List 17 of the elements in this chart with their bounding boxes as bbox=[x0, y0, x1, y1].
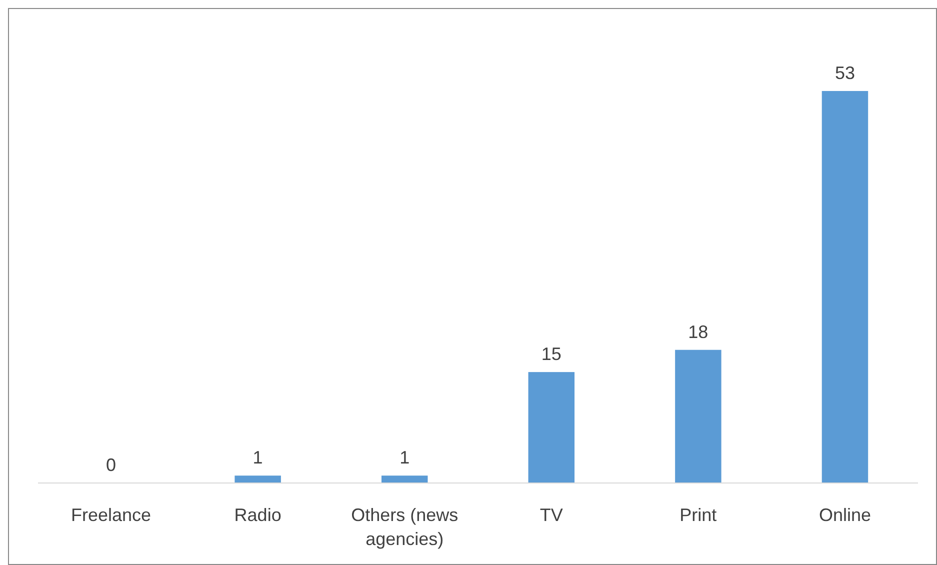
x-tick-label: Freelance bbox=[71, 505, 152, 525]
bar bbox=[234, 476, 281, 483]
bar bbox=[822, 91, 868, 483]
x-tick-label: Others (news agencies) bbox=[351, 505, 458, 549]
x-tick-label: Online bbox=[818, 505, 871, 525]
data-label: 53 bbox=[834, 63, 855, 83]
data-label: 1 bbox=[400, 448, 410, 468]
data-label: 18 bbox=[688, 322, 708, 342]
data-label: 15 bbox=[541, 344, 562, 364]
bar bbox=[675, 350, 722, 483]
data-label: 0 bbox=[106, 455, 116, 475]
x-tick-label: Radio bbox=[234, 505, 282, 525]
bar bbox=[381, 476, 428, 483]
data-label: 1 bbox=[252, 448, 263, 468]
x-tick-label: TV bbox=[540, 505, 563, 525]
x-tick-label: Print bbox=[680, 505, 717, 525]
bar bbox=[528, 372, 575, 483]
